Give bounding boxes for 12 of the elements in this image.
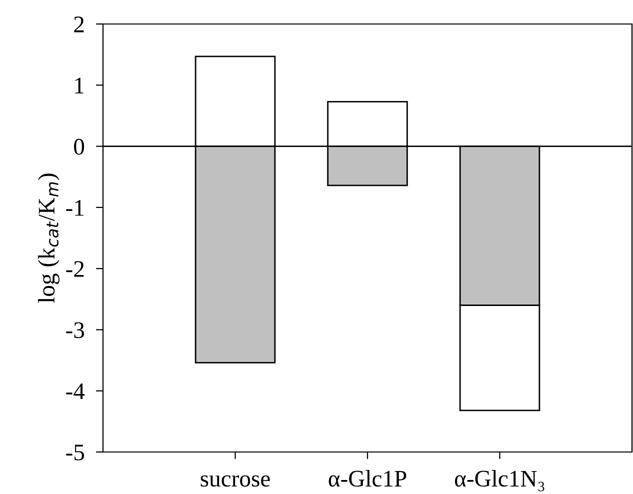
x-tick-label: sucrose [200, 475, 270, 487]
y-tick-label: 1 [75, 78, 84, 94]
y-tick-label: -1 [66, 200, 84, 216]
y-tick-label: -4 [66, 384, 85, 400]
y-tick-label: -2 [66, 261, 84, 277]
y-tick-label: 0 [74, 138, 84, 155]
y-tick-label: 2 [74, 16, 84, 32]
y-tick-label: -3 [66, 322, 84, 338]
y-axis-title: log (k$_{cat}$/K$_{m}$) [38, 174, 60, 303]
x-tick-label: α-Glc1N₃ [454, 470, 544, 492]
y-tick-label: -5 [66, 444, 84, 460]
x-tick-label: α-Glc1P [328, 470, 406, 487]
